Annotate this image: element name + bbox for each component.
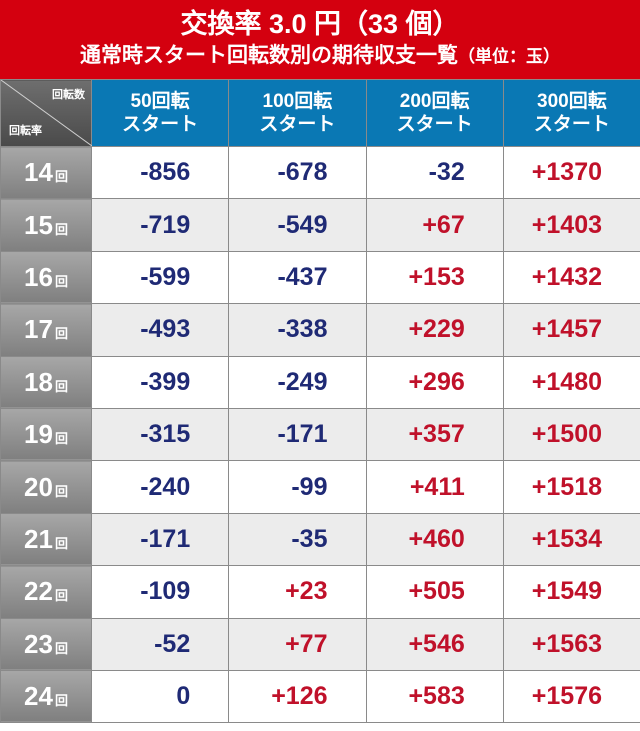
corner-bottom-label: 回転率: [9, 125, 42, 137]
table-row: 18 回 -399 -249 +296 +1480: [0, 355, 640, 409]
title-banner: 交換率 3.0 円（33 個） 通常時スタート回転数別の期待収支一覧（単位：玉）: [0, 0, 640, 79]
value-cell: -493: [90, 303, 230, 357]
value-cell: -249: [228, 355, 367, 409]
value-cell: +1500: [502, 407, 640, 462]
table-row: 23 回 -52 +77 +546 +1563: [0, 617, 640, 671]
value-cell: +1576: [502, 669, 640, 724]
table-row: 22 回 -109 +23 +505 +1549: [0, 565, 640, 619]
corner-top-label: 回転数: [52, 89, 85, 101]
value-cell: -719: [90, 198, 230, 252]
value-cell: -549: [228, 198, 367, 252]
value-cell: +126: [228, 669, 367, 724]
column-header: 50回転 スタート: [90, 79, 230, 147]
table-row: 15 回 -719 -549 +67 +1403: [0, 198, 640, 252]
value-cell: -240: [90, 460, 230, 514]
corner-header: 回転数 回転率: [0, 79, 92, 147]
value-cell: -599: [90, 250, 230, 305]
value-cell: -109: [90, 565, 230, 619]
value-cell: +1518: [502, 460, 640, 514]
value-cell: +505: [365, 565, 504, 619]
value-cell: -171: [90, 512, 230, 567]
value-cell: +67: [365, 198, 504, 252]
expected-value-table: 回転数 回転率 50回転 スタート 100回転 スタート 200回転 スタート 300…: [0, 79, 640, 724]
column-header: 100回転 スタート: [228, 79, 367, 147]
table-row: 20 回 -240 -99 +411 +1518: [0, 460, 640, 514]
column-header: 200回転 スタート: [365, 79, 504, 147]
value-cell: -35: [228, 512, 367, 567]
subtitle-text: 通常時スタート回転数別の期待収支一覧: [80, 44, 458, 67]
row-header: 15 回: [0, 198, 92, 252]
table-row: 16 回 -599 -437 +153 +1432: [0, 250, 640, 305]
value-cell: +1457: [502, 303, 640, 357]
page-title: 交換率 3.0 円（33 個）: [180, 9, 460, 39]
value-cell: -399: [90, 355, 230, 409]
row-header: 24 回: [0, 669, 92, 724]
value-cell: +23: [228, 565, 367, 619]
table-row: 24 回 0 +126 +583 +1576: [0, 669, 640, 724]
column-header: 300回転 スタート: [502, 79, 640, 147]
value-cell: +357: [365, 407, 504, 462]
table-row: 19 回 -315 -171 +357 +1500: [0, 407, 640, 462]
table-body: 14 回 -856 -678 -32 +1370 15 回 -719 -549 +67 +1403 16…: [0, 145, 640, 724]
value-cell: +77: [228, 617, 367, 671]
row-header: 19 回: [0, 407, 92, 462]
row-header: 20 回: [0, 460, 92, 514]
value-cell: +546: [365, 617, 504, 671]
row-header: 21 回: [0, 512, 92, 567]
value-cell: +153: [365, 250, 504, 305]
value-cell: +1563: [502, 617, 640, 671]
table-row: 17 回 -493 -338 +229 +1457: [0, 303, 640, 357]
value-cell: -52: [90, 617, 230, 671]
value-cell: +460: [365, 512, 504, 567]
value-cell: -856: [90, 145, 230, 200]
row-header: 23 回: [0, 617, 92, 671]
value-cell: -338: [228, 303, 367, 357]
value-cell: +1403: [502, 198, 640, 252]
value-cell: -32: [365, 145, 504, 200]
row-header: 17 回: [0, 303, 92, 357]
value-cell: +1549: [502, 565, 640, 619]
row-header: 16 回: [0, 250, 92, 305]
value-cell: +229: [365, 303, 504, 357]
value-cell: +1432: [502, 250, 640, 305]
value-cell: +1370: [502, 145, 640, 200]
row-header: 14 回: [0, 145, 92, 200]
page-subtitle: 通常時スタート回転数別の期待収支一覧（単位：玉）: [0, 41, 640, 72]
value-cell: +1534: [502, 512, 640, 567]
value-cell: -437: [228, 250, 367, 305]
value-cell: +1480: [502, 355, 640, 409]
value-cell: -171: [228, 407, 367, 462]
row-header: 18 回: [0, 355, 92, 409]
table-row: 14 回 -856 -678 -32 +1370: [0, 145, 640, 200]
value-cell: -99: [228, 460, 367, 514]
diagonal-line: [1, 80, 92, 146]
value-cell: +296: [365, 355, 504, 409]
value-cell: -315: [90, 407, 230, 462]
value-cell: +411: [365, 460, 504, 514]
unit-label: （単位：玉）: [458, 47, 560, 66]
table-row: 21 回 -171 -35 +460 +1534: [0, 512, 640, 567]
value-cell: -678: [228, 145, 367, 200]
value-cell: 0: [90, 669, 230, 724]
value-cell: +583: [365, 669, 504, 724]
row-header: 22 回: [0, 565, 92, 619]
